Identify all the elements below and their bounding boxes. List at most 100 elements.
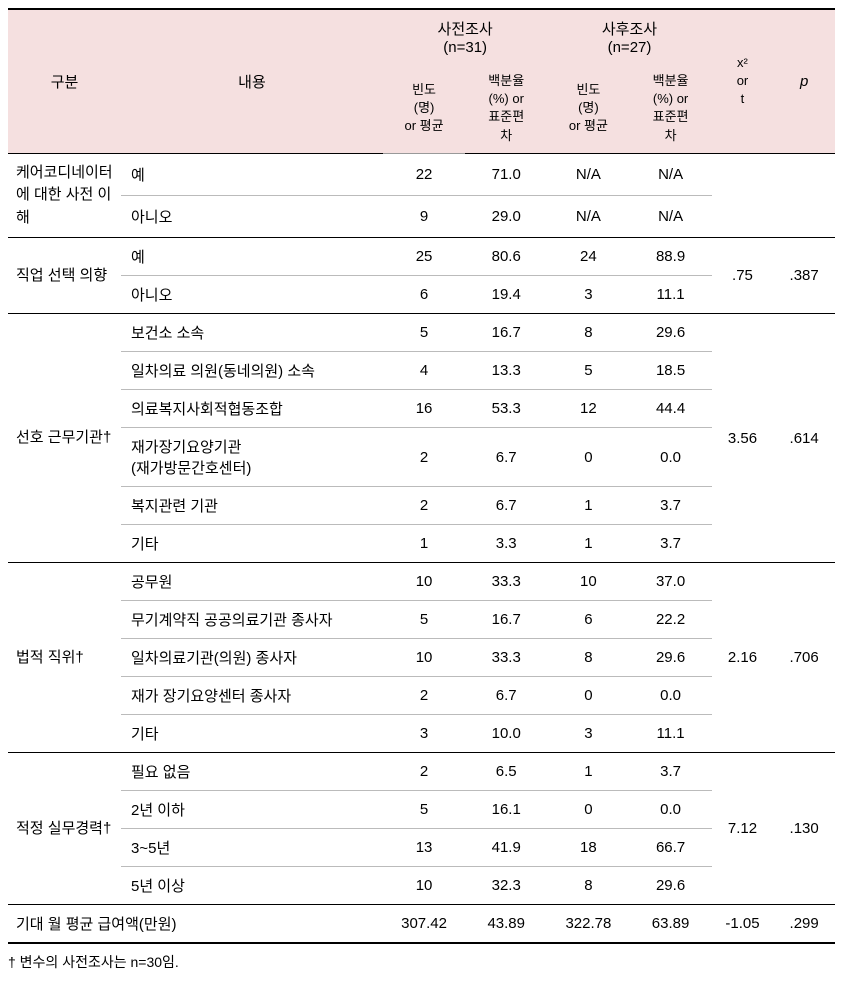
data-cell: 6.5 <box>465 753 547 791</box>
statistics-table: 구분 내용 사전조사 (n=31) 사후조사 (n=27) x²ort p 빈도… <box>8 8 835 944</box>
header-p: p <box>773 9 835 153</box>
content-cell: 복지관련 기관 <box>121 487 383 525</box>
data-cell: 32.3 <box>465 867 547 905</box>
data-cell: 25 <box>383 238 465 276</box>
data-cell: 11.1 <box>629 715 711 753</box>
data-cell: 3.7 <box>629 525 711 563</box>
data-cell: 29.6 <box>629 314 711 352</box>
content-cell: 필요 없음 <box>121 753 383 791</box>
pvalue-cell: .130 <box>773 753 835 905</box>
stat-cell <box>712 153 774 238</box>
data-cell: N/A <box>629 196 711 238</box>
summary-cell: .299 <box>773 905 835 944</box>
content-cell: 일차의료 의원(동네의원) 소속 <box>121 352 383 390</box>
data-cell: 16.7 <box>465 601 547 639</box>
summary-cell: 63.89 <box>629 905 711 944</box>
content-cell: 아니오 <box>121 276 383 314</box>
data-cell: 29.0 <box>465 196 547 238</box>
data-cell: 3.7 <box>629 753 711 791</box>
data-cell: 18 <box>547 829 629 867</box>
data-cell: 29.6 <box>629 867 711 905</box>
content-cell: 재가 장기요양센터 종사자 <box>121 677 383 715</box>
data-cell: 22 <box>383 153 465 195</box>
header-pre-freq: 빈도(명)or 평균 <box>383 64 465 153</box>
data-cell: 1 <box>547 487 629 525</box>
data-cell: 2 <box>383 487 465 525</box>
content-cell: 2년 이하 <box>121 791 383 829</box>
summary-cell: 43.89 <box>465 905 547 944</box>
summary-label: 기대 월 평균 급여액(만원) <box>8 905 383 944</box>
header-pre-survey: 사전조사 (n=31) <box>383 9 547 64</box>
data-cell: 8 <box>547 314 629 352</box>
data-cell: 44.4 <box>629 390 711 428</box>
data-cell: 6 <box>547 601 629 639</box>
data-cell: 18.5 <box>629 352 711 390</box>
category-cell: 적정 실무경력† <box>8 753 121 905</box>
content-cell: 아니오 <box>121 196 383 238</box>
summary-cell: 307.42 <box>383 905 465 944</box>
category-cell: 법적 직위† <box>8 563 121 753</box>
data-cell: 22.2 <box>629 601 711 639</box>
data-cell: 6.7 <box>465 677 547 715</box>
category-cell: 직업 선택 의향 <box>8 238 121 314</box>
content-cell: 의료복지사회적협동조합 <box>121 390 383 428</box>
pvalue-cell: .706 <box>773 563 835 753</box>
data-cell: N/A <box>629 153 711 195</box>
data-cell: 2 <box>383 677 465 715</box>
category-cell: 케어코디네이터에 대한 사전 이해 <box>8 153 121 238</box>
header-chi: x²ort <box>712 9 774 153</box>
header-content: 내용 <box>121 9 383 153</box>
data-cell: 5 <box>547 352 629 390</box>
pvalue-cell: .614 <box>773 314 835 563</box>
data-cell: 0 <box>547 791 629 829</box>
header-category: 구분 <box>8 9 121 153</box>
data-cell: 2 <box>383 428 465 487</box>
data-cell: 10 <box>383 563 465 601</box>
data-cell: 16.7 <box>465 314 547 352</box>
header-post-pct: 백분율(%) or표준편차 <box>629 64 711 153</box>
data-cell: 19.4 <box>465 276 547 314</box>
data-cell: 3.3 <box>465 525 547 563</box>
header-pre-pct: 백분율(%) or표준편차 <box>465 64 547 153</box>
data-cell: 66.7 <box>629 829 711 867</box>
data-cell: 0.0 <box>629 791 711 829</box>
data-cell: 4 <box>383 352 465 390</box>
data-cell: 2 <box>383 753 465 791</box>
data-cell: 80.6 <box>465 238 547 276</box>
data-cell: 24 <box>547 238 629 276</box>
content-cell: 3~5년 <box>121 829 383 867</box>
data-cell: 3.7 <box>629 487 711 525</box>
data-cell: 1 <box>547 525 629 563</box>
data-cell: 0.0 <box>629 677 711 715</box>
data-cell: 10 <box>383 639 465 677</box>
content-cell: 예 <box>121 238 383 276</box>
stat-cell: 3.56 <box>712 314 774 563</box>
content-cell: 일차의료기관(의원) 종사자 <box>121 639 383 677</box>
category-cell: 선호 근무기관† <box>8 314 121 563</box>
header-post-freq: 빈도(명)or 평균 <box>547 64 629 153</box>
data-cell: 5 <box>383 601 465 639</box>
data-cell: 3 <box>547 276 629 314</box>
content-cell: 기타 <box>121 525 383 563</box>
data-cell: 53.3 <box>465 390 547 428</box>
data-cell: 8 <box>547 867 629 905</box>
data-cell: 41.9 <box>465 829 547 867</box>
header-post-survey: 사후조사 (n=27) <box>547 9 711 64</box>
summary-cell: 322.78 <box>547 905 629 944</box>
content-cell: 무기계약직 공공의료기관 종사자 <box>121 601 383 639</box>
pvalue-cell: .387 <box>773 238 835 314</box>
content-cell: 보건소 소속 <box>121 314 383 352</box>
data-cell: 6 <box>383 276 465 314</box>
data-cell: 13 <box>383 829 465 867</box>
stat-cell: 7.12 <box>712 753 774 905</box>
summary-cell: -1.05 <box>712 905 774 944</box>
pvalue-cell <box>773 153 835 238</box>
data-cell: 33.3 <box>465 639 547 677</box>
data-cell: 3 <box>547 715 629 753</box>
data-cell: 0 <box>547 428 629 487</box>
data-cell: 88.9 <box>629 238 711 276</box>
data-cell: 10 <box>383 867 465 905</box>
data-cell: 8 <box>547 639 629 677</box>
data-cell: 9 <box>383 196 465 238</box>
data-cell: 1 <box>383 525 465 563</box>
